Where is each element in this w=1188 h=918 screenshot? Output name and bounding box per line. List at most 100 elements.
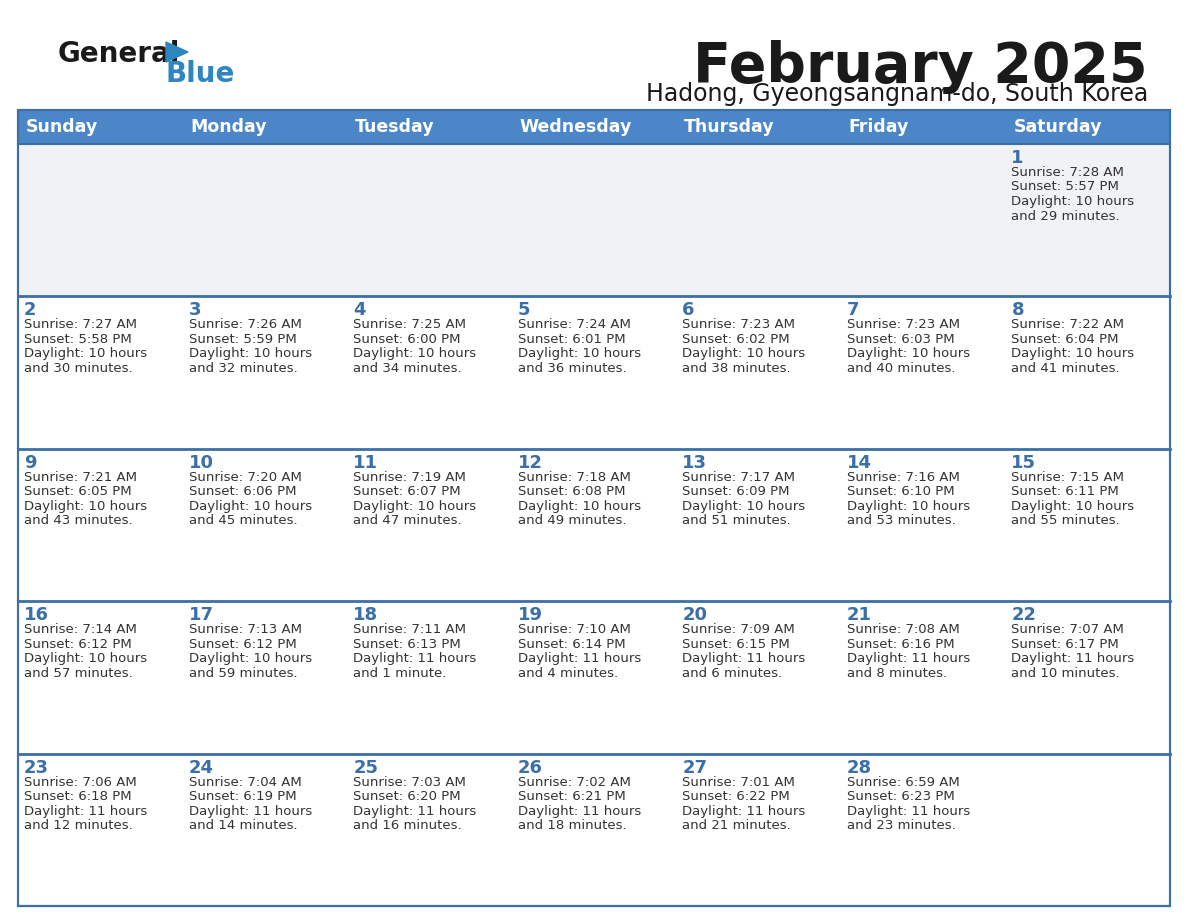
Text: Sunrise: 7:08 AM: Sunrise: 7:08 AM [847, 623, 960, 636]
Text: Daylight: 10 hours: Daylight: 10 hours [1011, 499, 1135, 513]
Bar [18, 449, 1170, 601]
Text: 1: 1 [1011, 149, 1024, 167]
Text: 22: 22 [1011, 606, 1036, 624]
Text: Sunrise: 7:21 AM: Sunrise: 7:21 AM [24, 471, 137, 484]
Text: Sunrise: 7:19 AM: Sunrise: 7:19 AM [353, 471, 466, 484]
Text: and 36 minutes.: and 36 minutes. [518, 362, 626, 375]
Text: 6: 6 [682, 301, 695, 319]
Text: Sunset: 6:14 PM: Sunset: 6:14 PM [518, 638, 625, 651]
Text: Daylight: 11 hours: Daylight: 11 hours [518, 652, 642, 666]
Text: Daylight: 10 hours: Daylight: 10 hours [847, 347, 969, 361]
Text: and 14 minutes.: and 14 minutes. [189, 819, 297, 832]
Text: Daylight: 10 hours: Daylight: 10 hours [518, 499, 640, 513]
Text: Sunrise: 7:18 AM: Sunrise: 7:18 AM [518, 471, 631, 484]
Text: Daylight: 10 hours: Daylight: 10 hours [189, 499, 311, 513]
Text: 11: 11 [353, 453, 378, 472]
Text: Sunrise: 7:02 AM: Sunrise: 7:02 AM [518, 776, 631, 789]
Text: Sunrise: 7:06 AM: Sunrise: 7:06 AM [24, 776, 137, 789]
Text: Sunset: 6:09 PM: Sunset: 6:09 PM [682, 486, 790, 498]
Bar [18, 144, 1170, 297]
Text: and 4 minutes.: and 4 minutes. [518, 666, 618, 679]
Text: Daylight: 10 hours: Daylight: 10 hours [24, 652, 147, 666]
Text: Sunset: 6:10 PM: Sunset: 6:10 PM [847, 486, 954, 498]
Text: Sunset: 6:17 PM: Sunset: 6:17 PM [1011, 638, 1119, 651]
Text: 3: 3 [189, 301, 201, 319]
Text: Monday: Monday [190, 118, 267, 136]
Text: Sunset: 6:13 PM: Sunset: 6:13 PM [353, 638, 461, 651]
Text: and 21 minutes.: and 21 minutes. [682, 819, 791, 832]
Bar [18, 110, 1170, 906]
Text: Friday: Friday [849, 118, 909, 136]
Text: Sunset: 6:12 PM: Sunset: 6:12 PM [189, 638, 296, 651]
Text: Sunset: 6:04 PM: Sunset: 6:04 PM [1011, 333, 1119, 346]
Text: 26: 26 [518, 758, 543, 777]
Text: Daylight: 11 hours: Daylight: 11 hours [847, 652, 971, 666]
Text: 27: 27 [682, 758, 707, 777]
Text: Sunset: 6:02 PM: Sunset: 6:02 PM [682, 333, 790, 346]
Text: Sunset: 6:15 PM: Sunset: 6:15 PM [682, 638, 790, 651]
Text: and 53 minutes.: and 53 minutes. [847, 514, 955, 527]
Text: Daylight: 11 hours: Daylight: 11 hours [847, 804, 971, 818]
Text: and 18 minutes.: and 18 minutes. [518, 819, 626, 832]
Text: and 32 minutes.: and 32 minutes. [189, 362, 297, 375]
Text: Daylight: 10 hours: Daylight: 10 hours [682, 499, 805, 513]
Text: Daylight: 10 hours: Daylight: 10 hours [1011, 195, 1135, 208]
Text: and 23 minutes.: and 23 minutes. [847, 819, 955, 832]
Text: Sunset: 6:00 PM: Sunset: 6:00 PM [353, 333, 461, 346]
Polygon shape [166, 42, 188, 62]
Text: 5: 5 [518, 301, 530, 319]
Text: Daylight: 10 hours: Daylight: 10 hours [682, 347, 805, 361]
Text: and 55 minutes.: and 55 minutes. [1011, 514, 1120, 527]
Text: Sunrise: 7:10 AM: Sunrise: 7:10 AM [518, 623, 631, 636]
Text: Sunrise: 7:01 AM: Sunrise: 7:01 AM [682, 776, 795, 789]
Text: and 51 minutes.: and 51 minutes. [682, 514, 791, 527]
Text: Sunset: 6:11 PM: Sunset: 6:11 PM [1011, 486, 1119, 498]
Text: and 38 minutes.: and 38 minutes. [682, 362, 791, 375]
Text: Sunset: 6:07 PM: Sunset: 6:07 PM [353, 486, 461, 498]
Text: 7: 7 [847, 301, 859, 319]
Text: 12: 12 [518, 453, 543, 472]
Text: Sunrise: 7:25 AM: Sunrise: 7:25 AM [353, 319, 466, 331]
Text: 17: 17 [189, 606, 214, 624]
Text: 23: 23 [24, 758, 49, 777]
Text: Daylight: 10 hours: Daylight: 10 hours [24, 499, 147, 513]
Text: Daylight: 10 hours: Daylight: 10 hours [353, 347, 476, 361]
Text: Sunset: 6:18 PM: Sunset: 6:18 PM [24, 790, 132, 803]
Text: Sunset: 5:59 PM: Sunset: 5:59 PM [189, 333, 296, 346]
Text: Sunset: 6:19 PM: Sunset: 6:19 PM [189, 790, 296, 803]
Text: 4: 4 [353, 301, 366, 319]
Text: Daylight: 11 hours: Daylight: 11 hours [1011, 652, 1135, 666]
Text: Thursday: Thursday [684, 118, 775, 136]
Text: and 40 minutes.: and 40 minutes. [847, 362, 955, 375]
Text: General: General [58, 40, 181, 68]
Text: Daylight: 11 hours: Daylight: 11 hours [682, 804, 805, 818]
Text: Sunrise: 7:17 AM: Sunrise: 7:17 AM [682, 471, 795, 484]
Text: Hadong, Gyeongsangnam-do, South Korea: Hadong, Gyeongsangnam-do, South Korea [646, 82, 1148, 106]
Text: Sunrise: 7:03 AM: Sunrise: 7:03 AM [353, 776, 466, 789]
Text: Sunrise: 7:28 AM: Sunrise: 7:28 AM [1011, 166, 1124, 179]
Text: Sunrise: 6:59 AM: Sunrise: 6:59 AM [847, 776, 960, 789]
Text: Sunrise: 7:24 AM: Sunrise: 7:24 AM [518, 319, 631, 331]
Text: Sunset: 6:01 PM: Sunset: 6:01 PM [518, 333, 625, 346]
Text: 21: 21 [847, 606, 872, 624]
Text: Sunset: 6:12 PM: Sunset: 6:12 PM [24, 638, 132, 651]
Text: 18: 18 [353, 606, 378, 624]
Text: Sunrise: 7:04 AM: Sunrise: 7:04 AM [189, 776, 302, 789]
Text: Sunrise: 7:23 AM: Sunrise: 7:23 AM [682, 319, 795, 331]
Text: Daylight: 11 hours: Daylight: 11 hours [518, 804, 642, 818]
Text: 16: 16 [24, 606, 49, 624]
Text: and 41 minutes.: and 41 minutes. [1011, 362, 1120, 375]
Text: Blue: Blue [166, 60, 235, 88]
Text: February 2025: February 2025 [694, 40, 1148, 94]
Text: 13: 13 [682, 453, 707, 472]
Text: 8: 8 [1011, 301, 1024, 319]
Text: Wednesday: Wednesday [519, 118, 632, 136]
Text: and 59 minutes.: and 59 minutes. [189, 666, 297, 679]
Text: Sunset: 6:16 PM: Sunset: 6:16 PM [847, 638, 954, 651]
Text: Sunset: 6:08 PM: Sunset: 6:08 PM [518, 486, 625, 498]
Text: Daylight: 10 hours: Daylight: 10 hours [353, 499, 476, 513]
Text: 2: 2 [24, 301, 37, 319]
Text: Sunset: 5:57 PM: Sunset: 5:57 PM [1011, 181, 1119, 194]
Text: Sunset: 6:06 PM: Sunset: 6:06 PM [189, 486, 296, 498]
Text: and 16 minutes.: and 16 minutes. [353, 819, 462, 832]
